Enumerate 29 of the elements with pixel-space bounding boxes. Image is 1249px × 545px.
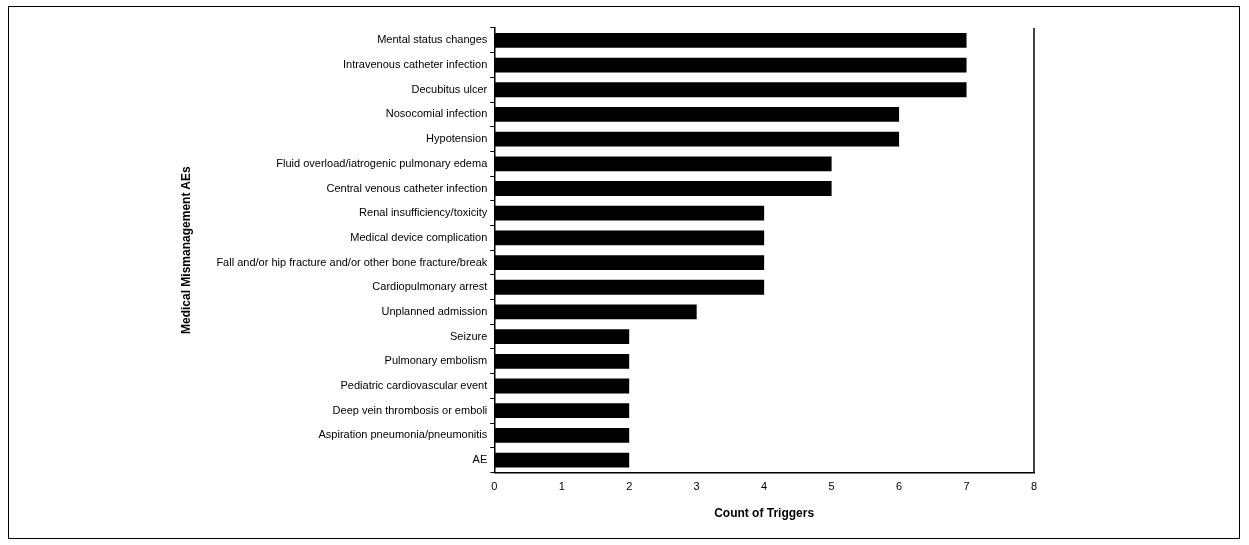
- y-tick-label: Fluid overload/iatrogenic pulmonary edema: [276, 156, 489, 169]
- y-tick-label: Medical device complication: [350, 230, 488, 243]
- y-tick-label: Aspiration pneumonia/pneumonitis: [318, 428, 488, 441]
- y-tick-label: Pediatric cardiovascular event: [340, 379, 488, 392]
- y-tick-label: Seizure: [449, 329, 488, 342]
- y-tick-label: Central venous catheter infection: [326, 181, 488, 194]
- x-axis-title: Count of Triggers: [714, 506, 815, 521]
- x-tick-label: 4: [761, 480, 768, 493]
- x-tick-label: 8: [1030, 480, 1038, 493]
- y-tick-label: Mental status changes: [377, 33, 488, 46]
- y-tick-label: Pulmonary embolism: [384, 354, 488, 367]
- y-axis-title: Medical Mismanagement AEs: [178, 166, 193, 334]
- y-tick-label: Hypotension: [426, 132, 488, 145]
- y-tick-label: AE: [472, 453, 488, 466]
- y-tick-label: Renal insufficiency/toxicity: [359, 206, 488, 219]
- y-tick-label: Intravenous catheter infection: [342, 58, 488, 71]
- x-tick-label: 1: [558, 480, 565, 493]
- y-tick-label: Fall and/or hip fracture and/or other bone fracture/break: [216, 255, 488, 268]
- y-tick-label: Nosocomial infection: [385, 107, 488, 120]
- x-tick-label: 2: [626, 480, 633, 493]
- x-tick-label: 7: [963, 480, 970, 493]
- x-tick-label: 0: [491, 480, 498, 493]
- x-tick-label: 3: [693, 480, 700, 493]
- x-tick-label: 5: [828, 480, 835, 493]
- y-tick-label: Unplanned admission: [381, 304, 488, 317]
- y-tick-label: Cardiopulmonary arrest: [372, 280, 488, 293]
- x-tick-label: 6: [896, 480, 903, 493]
- y-tick-label: Deep vein thrombosis or emboli: [332, 403, 488, 416]
- y-tick-label: Decubitus ulcer: [411, 82, 488, 95]
